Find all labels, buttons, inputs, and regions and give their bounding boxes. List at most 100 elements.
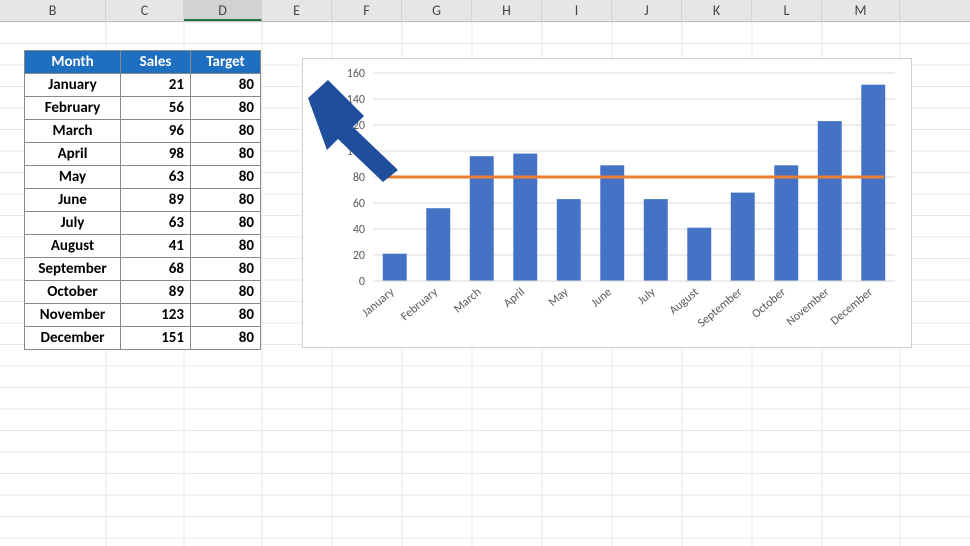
cell-month[interactable]: July [25, 212, 121, 235]
svg-text:120: 120 [347, 119, 365, 133]
bar-october[interactable] [774, 165, 798, 281]
cell-month[interactable]: April [25, 143, 121, 166]
column-header-G[interactable]: G [402, 0, 472, 21]
cell-target[interactable]: 80 [191, 189, 261, 212]
table-header-sales[interactable]: Sales [121, 51, 191, 74]
cell-target[interactable]: 80 [191, 281, 261, 304]
cell-target[interactable]: 80 [191, 97, 261, 120]
cell-target[interactable]: 80 [191, 327, 261, 350]
bar-may[interactable] [557, 199, 581, 281]
table-row[interactable]: December15180 [25, 327, 261, 350]
svg-text:100: 100 [347, 145, 365, 159]
bar-december[interactable] [861, 85, 885, 281]
cell-month[interactable]: March [25, 120, 121, 143]
svg-text:80: 80 [353, 171, 365, 185]
cell-sales[interactable]: 56 [121, 97, 191, 120]
cell-sales[interactable]: 68 [121, 258, 191, 281]
chart-container[interactable]: 0 20 40 60 80 100 120 140 160 JanuaryFebruary Marc… [302, 58, 912, 348]
cell-sales[interactable]: 151 [121, 327, 191, 350]
cell-sales[interactable]: 89 [121, 189, 191, 212]
svg-text:20: 20 [353, 249, 365, 263]
cell-target[interactable]: 80 [191, 74, 261, 97]
svg-text:60: 60 [353, 197, 365, 211]
column-header-D[interactable]: D [184, 0, 262, 21]
bar-august[interactable] [687, 228, 711, 281]
cell-month[interactable]: January [25, 74, 121, 97]
svg-text:140: 140 [347, 93, 365, 107]
column-header-B[interactable]: B [0, 0, 106, 21]
svg-text:April: April [501, 285, 528, 310]
column-header-J[interactable]: J [612, 0, 682, 21]
svg-text:August: August [667, 285, 702, 317]
cell-sales[interactable]: 89 [121, 281, 191, 304]
svg-text:May: May [546, 285, 572, 310]
cell-target[interactable]: 80 [191, 120, 261, 143]
svg-text:January: January [360, 285, 398, 320]
column-header-H[interactable]: H [472, 0, 542, 21]
cell-sales[interactable]: 123 [121, 304, 191, 327]
bar-june[interactable] [600, 165, 624, 281]
bar-chart: 0 20 40 60 80 100 120 140 160 JanuaryFebruary Marc… [303, 59, 913, 349]
cell-month[interactable]: May [25, 166, 121, 189]
svg-text:February: February [398, 285, 441, 324]
cell-month[interactable]: June [25, 189, 121, 212]
bar-november[interactable] [818, 121, 842, 281]
table-row[interactable]: May6380 [25, 166, 261, 189]
svg-text:October: October [749, 285, 788, 321]
cell-target[interactable]: 80 [191, 258, 261, 281]
table-header-target[interactable]: Target [191, 51, 261, 74]
cell-target[interactable]: 80 [191, 166, 261, 189]
cell-month[interactable]: August [25, 235, 121, 258]
svg-text:March: March [451, 285, 484, 316]
svg-text:June: June [589, 285, 615, 310]
column-header-E[interactable]: E [262, 0, 332, 21]
table-row[interactable]: August4180 [25, 235, 261, 258]
svg-text:November: November [784, 285, 832, 329]
column-header-F[interactable]: F [332, 0, 402, 21]
cell-month[interactable]: October [25, 281, 121, 304]
table-row[interactable]: April9880 [25, 143, 261, 166]
table-row[interactable]: February5680 [25, 97, 261, 120]
svg-text:September: September [695, 285, 745, 330]
column-header-L[interactable]: L [752, 0, 822, 21]
table-row[interactable]: September6880 [25, 258, 261, 281]
cell-sales[interactable]: 96 [121, 120, 191, 143]
data-table[interactable]: MonthSalesTarget January2180February5680… [24, 50, 261, 350]
svg-text:160: 160 [347, 67, 365, 81]
cell-month[interactable]: February [25, 97, 121, 120]
table-row[interactable]: January2180 [25, 74, 261, 97]
cell-month[interactable]: September [25, 258, 121, 281]
cell-sales[interactable]: 41 [121, 235, 191, 258]
table-row[interactable]: October8980 [25, 281, 261, 304]
cell-sales[interactable]: 63 [121, 166, 191, 189]
cell-sales[interactable]: 21 [121, 74, 191, 97]
column-header-I[interactable]: I [542, 0, 612, 21]
table-row[interactable]: July6380 [25, 212, 261, 235]
cell-sales[interactable]: 63 [121, 212, 191, 235]
cell-month[interactable]: November [25, 304, 121, 327]
svg-text:December: December [828, 285, 876, 328]
column-header-M[interactable]: M [822, 0, 900, 21]
bar-february[interactable] [426, 208, 450, 281]
cell-month[interactable]: December [25, 327, 121, 350]
column-header-K[interactable]: K [682, 0, 752, 21]
table-row[interactable]: November12380 [25, 304, 261, 327]
bar-july[interactable] [644, 199, 668, 281]
table-header-month[interactable]: Month [25, 51, 121, 74]
bar-january[interactable] [383, 254, 407, 281]
cell-target[interactable]: 80 [191, 143, 261, 166]
cell-target[interactable]: 80 [191, 235, 261, 258]
column-header-row: BCDEFGHIJKLM [0, 0, 970, 22]
cell-sales[interactable]: 98 [121, 143, 191, 166]
svg-text:40: 40 [353, 223, 365, 237]
worksheet-grid[interactable]: MonthSalesTarget January2180February5680… [0, 22, 970, 546]
bar-april[interactable] [513, 154, 537, 281]
table-row[interactable]: March9680 [25, 120, 261, 143]
cell-target[interactable]: 80 [191, 212, 261, 235]
svg-text:0: 0 [359, 275, 365, 289]
table-row[interactable]: June8980 [25, 189, 261, 212]
bar-september[interactable] [731, 193, 755, 281]
bar-march[interactable] [470, 156, 494, 281]
cell-target[interactable]: 80 [191, 304, 261, 327]
column-header-C[interactable]: C [106, 0, 184, 21]
